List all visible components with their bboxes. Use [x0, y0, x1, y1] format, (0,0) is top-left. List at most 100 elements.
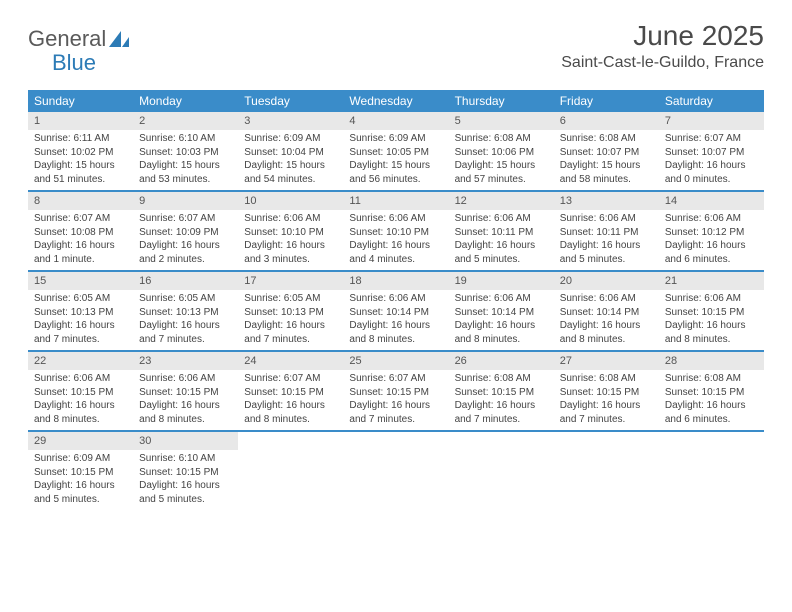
sunrise-text: Sunrise: 6:06 AM — [139, 372, 232, 386]
sunrise-text: Sunrise: 6:09 AM — [34, 452, 127, 466]
day-cell: 4Sunrise: 6:09 AMSunset: 10:05 PMDayligh… — [343, 112, 448, 190]
sunrise-text: Sunrise: 6:06 AM — [349, 212, 442, 226]
day-body: Sunrise: 6:08 AMSunset: 10:15 PMDaylight… — [554, 370, 659, 426]
weekday-header: Saturday — [659, 90, 764, 112]
day-cell: 10Sunrise: 6:06 AMSunset: 10:10 PMDaylig… — [238, 192, 343, 270]
day-cell: 23Sunrise: 6:06 AMSunset: 10:15 PMDaylig… — [133, 352, 238, 430]
sunset-text: Sunset: 10:11 PM — [455, 226, 548, 240]
day-cell: 19Sunrise: 6:06 AMSunset: 10:14 PMDaylig… — [449, 272, 554, 350]
calendar-table: Sunday Monday Tuesday Wednesday Thursday… — [28, 90, 764, 510]
day-cell: 24Sunrise: 6:07 AMSunset: 10:15 PMDaylig… — [238, 352, 343, 430]
daylight-text: Daylight: 15 hours and 57 minutes. — [455, 159, 548, 186]
daylight-text: Daylight: 16 hours and 5 minutes. — [455, 239, 548, 266]
day-number: 23 — [133, 352, 238, 370]
daylight-text: Daylight: 16 hours and 7 minutes. — [139, 319, 232, 346]
day-body: Sunrise: 6:07 AMSunset: 10:15 PMDaylight… — [238, 370, 343, 426]
sunrise-text: Sunrise: 6:05 AM — [244, 292, 337, 306]
daylight-text: Daylight: 16 hours and 8 minutes. — [349, 319, 442, 346]
daylight-text: Daylight: 16 hours and 3 minutes. — [244, 239, 337, 266]
day-cell: 7Sunrise: 6:07 AMSunset: 10:07 PMDayligh… — [659, 112, 764, 190]
sunrise-text: Sunrise: 6:06 AM — [665, 292, 758, 306]
sunset-text: Sunset: 10:07 PM — [560, 146, 653, 160]
day-body: Sunrise: 6:06 AMSunset: 10:10 PMDaylight… — [343, 210, 448, 266]
weekday-header-row: Sunday Monday Tuesday Wednesday Thursday… — [28, 90, 764, 112]
sunrise-text: Sunrise: 6:08 AM — [455, 132, 548, 146]
daylight-text: Daylight: 16 hours and 7 minutes. — [560, 399, 653, 426]
day-cell: 9Sunrise: 6:07 AMSunset: 10:09 PMDayligh… — [133, 192, 238, 270]
weekday-header: Thursday — [449, 90, 554, 112]
weekday-header: Wednesday — [343, 90, 448, 112]
sunset-text: Sunset: 10:05 PM — [349, 146, 442, 160]
week-row: 22Sunrise: 6:06 AMSunset: 10:15 PMDaylig… — [28, 352, 764, 432]
daylight-text: Daylight: 15 hours and 56 minutes. — [349, 159, 442, 186]
day-body: Sunrise: 6:07 AMSunset: 10:15 PMDaylight… — [343, 370, 448, 426]
sunset-text: Sunset: 10:13 PM — [139, 306, 232, 320]
day-cell: 22Sunrise: 6:06 AMSunset: 10:15 PMDaylig… — [28, 352, 133, 430]
sunset-text: Sunset: 10:02 PM — [34, 146, 127, 160]
sunset-text: Sunset: 10:15 PM — [560, 386, 653, 400]
day-cell: 15Sunrise: 6:05 AMSunset: 10:13 PMDaylig… — [28, 272, 133, 350]
day-body: Sunrise: 6:09 AMSunset: 10:04 PMDaylight… — [238, 130, 343, 186]
daylight-text: Daylight: 16 hours and 6 minutes. — [665, 399, 758, 426]
day-body: Sunrise: 6:06 AMSunset: 10:14 PMDaylight… — [343, 290, 448, 346]
day-cell: 3Sunrise: 6:09 AMSunset: 10:04 PMDayligh… — [238, 112, 343, 190]
sunset-text: Sunset: 10:04 PM — [244, 146, 337, 160]
daylight-text: Daylight: 16 hours and 5 minutes. — [139, 479, 232, 506]
day-body: Sunrise: 6:09 AMSunset: 10:15 PMDaylight… — [28, 450, 133, 506]
sunset-text: Sunset: 10:15 PM — [665, 386, 758, 400]
sunset-text: Sunset: 10:14 PM — [560, 306, 653, 320]
daylight-text: Daylight: 16 hours and 7 minutes. — [34, 319, 127, 346]
day-cell: 6Sunrise: 6:08 AMSunset: 10:07 PMDayligh… — [554, 112, 659, 190]
sunset-text: Sunset: 10:03 PM — [139, 146, 232, 160]
sunset-text: Sunset: 10:11 PM — [560, 226, 653, 240]
sunrise-text: Sunrise: 6:07 AM — [244, 372, 337, 386]
daylight-text: Daylight: 16 hours and 7 minutes. — [244, 319, 337, 346]
sunset-text: Sunset: 10:12 PM — [665, 226, 758, 240]
day-number: 25 — [343, 352, 448, 370]
weeks-container: 1Sunrise: 6:11 AMSunset: 10:02 PMDayligh… — [28, 112, 764, 510]
day-number: 5 — [449, 112, 554, 130]
sunrise-text: Sunrise: 6:06 AM — [244, 212, 337, 226]
day-body: Sunrise: 6:11 AMSunset: 10:02 PMDaylight… — [28, 130, 133, 186]
day-body: Sunrise: 6:08 AMSunset: 10:06 PMDaylight… — [449, 130, 554, 186]
daylight-text: Daylight: 15 hours and 54 minutes. — [244, 159, 337, 186]
day-body: Sunrise: 6:07 AMSunset: 10:07 PMDaylight… — [659, 130, 764, 186]
sunset-text: Sunset: 10:14 PM — [455, 306, 548, 320]
day-cell: 2Sunrise: 6:10 AMSunset: 10:03 PMDayligh… — [133, 112, 238, 190]
sunrise-text: Sunrise: 6:06 AM — [34, 372, 127, 386]
day-body: Sunrise: 6:05 AMSunset: 10:13 PMDaylight… — [238, 290, 343, 346]
day-number: 3 — [238, 112, 343, 130]
sunset-text: Sunset: 10:07 PM — [665, 146, 758, 160]
sunset-text: Sunset: 10:13 PM — [34, 306, 127, 320]
daylight-text: Daylight: 16 hours and 8 minutes. — [665, 319, 758, 346]
sunrise-text: Sunrise: 6:07 AM — [349, 372, 442, 386]
sunrise-text: Sunrise: 6:06 AM — [455, 212, 548, 226]
day-number: 29 — [28, 432, 133, 450]
day-body: Sunrise: 6:06 AMSunset: 10:14 PMDaylight… — [449, 290, 554, 346]
sunrise-text: Sunrise: 6:06 AM — [455, 292, 548, 306]
day-body: Sunrise: 6:08 AMSunset: 10:15 PMDaylight… — [449, 370, 554, 426]
day-body: Sunrise: 6:07 AMSunset: 10:09 PMDaylight… — [133, 210, 238, 266]
sunset-text: Sunset: 10:08 PM — [34, 226, 127, 240]
sunrise-text: Sunrise: 6:05 AM — [34, 292, 127, 306]
daylight-text: Daylight: 15 hours and 51 minutes. — [34, 159, 127, 186]
day-number: 22 — [28, 352, 133, 370]
week-row: 29Sunrise: 6:09 AMSunset: 10:15 PMDaylig… — [28, 432, 764, 510]
location-label: Saint-Cast-le-Guildo, France — [561, 54, 764, 72]
day-cell: 28Sunrise: 6:08 AMSunset: 10:15 PMDaylig… — [659, 352, 764, 430]
day-number: 2 — [133, 112, 238, 130]
sunrise-text: Sunrise: 6:08 AM — [560, 372, 653, 386]
sunrise-text: Sunrise: 6:08 AM — [455, 372, 548, 386]
daylight-text: Daylight: 15 hours and 53 minutes. — [139, 159, 232, 186]
day-body: Sunrise: 6:05 AMSunset: 10:13 PMDaylight… — [133, 290, 238, 346]
sunset-text: Sunset: 10:15 PM — [34, 386, 127, 400]
day-body: Sunrise: 6:06 AMSunset: 10:14 PMDaylight… — [554, 290, 659, 346]
day-number: 26 — [449, 352, 554, 370]
day-number: 17 — [238, 272, 343, 290]
day-body: Sunrise: 6:09 AMSunset: 10:05 PMDaylight… — [343, 130, 448, 186]
daylight-text: Daylight: 16 hours and 8 minutes. — [455, 319, 548, 346]
day-cell — [343, 432, 448, 510]
day-number: 14 — [659, 192, 764, 210]
day-body: Sunrise: 6:10 AMSunset: 10:03 PMDaylight… — [133, 130, 238, 186]
sunset-text: Sunset: 10:06 PM — [455, 146, 548, 160]
